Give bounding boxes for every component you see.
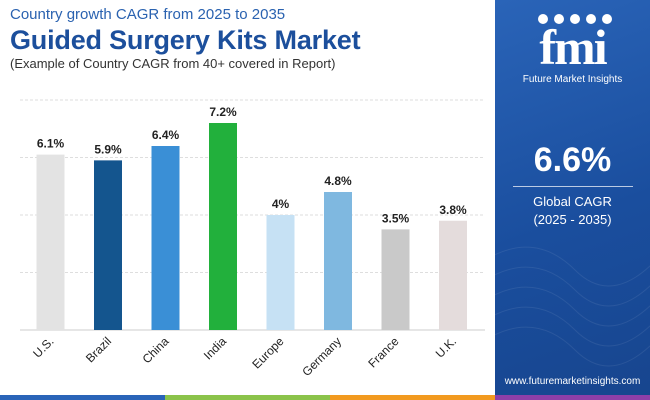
logo-text: Future Market Insights: [522, 74, 623, 85]
global-cagr-kpi: 6.6% Global CAGR (2025 - 2035): [495, 140, 650, 229]
bar-china: [151, 146, 180, 330]
bottom-bar-segment: [0, 395, 165, 400]
bar-value-label: 3.5%: [382, 211, 410, 225]
kpi-divider: [512, 186, 633, 187]
x-tick-label: U.K.: [433, 334, 459, 360]
bar-india: [209, 123, 237, 330]
x-tick-label: Brazil: [83, 334, 114, 365]
website-link[interactable]: www.futuremarketinsights.com: [504, 376, 641, 387]
bar-france: [381, 229, 410, 330]
bar-value-label: 4.8%: [324, 174, 352, 188]
kpi-label: Global CAGR: [533, 194, 612, 209]
logo-icon-5: [602, 14, 612, 24]
x-tick-label: France: [365, 334, 402, 371]
header: Country growth CAGR from 2025 to 2035 Gu…: [10, 6, 361, 72]
bar-value-label: 6.4%: [152, 128, 180, 142]
chart-subtitle: Country growth CAGR from 2025 to 2035: [10, 6, 286, 23]
kpi-period: (2025 - 2035): [533, 212, 612, 227]
panel-background-lines: [495, 246, 650, 367]
bar-chart: 6.1% U.S. 5.9% Brazil 6.4% China 7.2% India 4% Eu…: [20, 99, 485, 379]
chart-title: Guided Surgery Kits Market: [10, 25, 361, 55]
bar-value-label: 7.2%: [209, 105, 237, 119]
bar-us: [36, 154, 65, 330]
logo-mark: fmi: [539, 19, 607, 75]
logo-icon-3: [570, 14, 580, 24]
x-tick-label: Germany: [299, 334, 344, 379]
bar-uk: [439, 220, 467, 330]
bar-value-label: 6.1%: [37, 137, 65, 151]
logo-icon-1: [538, 14, 548, 24]
chart-area: 6.1% U.S. 5.9% Brazil 6.4% China 7.2% India 4% Eu…: [0, 88, 495, 388]
x-tick-label: China: [140, 334, 172, 366]
logo-icons: [538, 14, 612, 24]
bar-value-label: 5.9%: [94, 142, 122, 156]
bar-germany: [324, 192, 352, 330]
bar-brazil: [94, 160, 122, 330]
x-tick-label: U.S.: [30, 334, 56, 360]
bottom-bar-segment: [330, 395, 495, 400]
chart-note: (Example of Country CAGR from 40+ covere…: [10, 56, 336, 71]
x-tick-label: India: [201, 334, 230, 363]
kpi-value: 6.6%: [533, 141, 612, 179]
side-panel: fmi Future Market Insights 6.6% Global C…: [495, 0, 650, 400]
bar-value-label: 4%: [272, 197, 290, 211]
bar-europe: [266, 215, 295, 330]
bottom-bar-segment: [495, 395, 650, 400]
logo-icon-4: [586, 14, 596, 24]
bar-value-label: 3.8%: [439, 203, 467, 217]
bottom-bar-segment: [165, 395, 330, 400]
fmi-logo: fmi Future Market Insights: [495, 8, 650, 85]
x-tick-label: Europe: [249, 334, 286, 371]
logo-icon-2: [554, 14, 564, 24]
